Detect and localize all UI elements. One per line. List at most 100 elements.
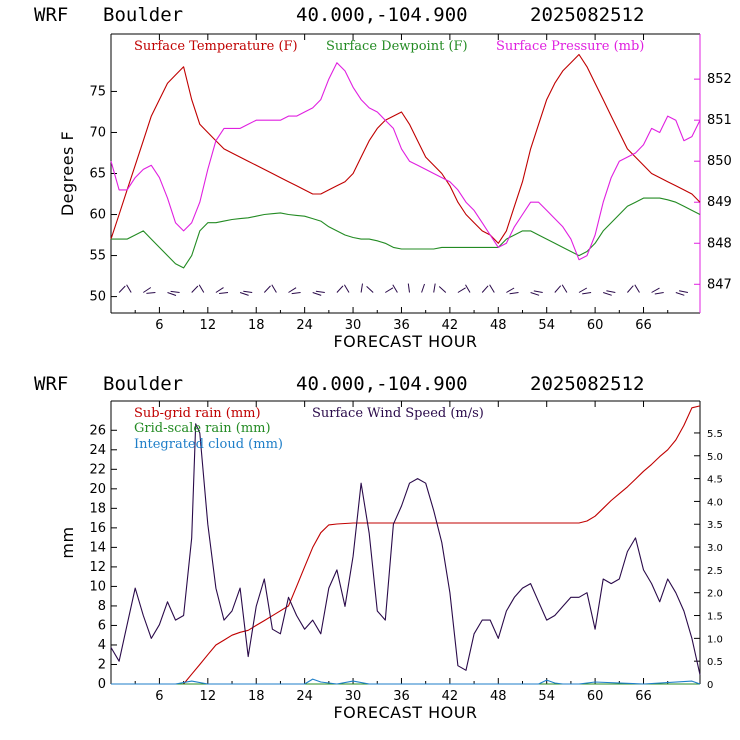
y2-tick-label: 0.5 bbox=[707, 657, 723, 668]
x-tick-label: 60 bbox=[587, 318, 604, 333]
wind-barb bbox=[675, 292, 685, 296]
y-tick-label: 55 bbox=[89, 249, 106, 264]
y-tick-label: 22 bbox=[89, 462, 106, 477]
panel-1-plot: 6 12 18 24 30 36 42 48 54 60 66 50 55 60 65 70 75 847 848 8… bbox=[58, 33, 732, 351]
wind-barb bbox=[126, 284, 132, 293]
panel-2-model: WRF bbox=[34, 373, 68, 395]
x-tick-label: 54 bbox=[538, 318, 555, 333]
wind-barb bbox=[578, 287, 588, 293]
y-tick-label: 10 bbox=[89, 579, 106, 594]
x-axis-label: FORECAST HOUR bbox=[333, 703, 477, 722]
wind-barb bbox=[239, 292, 249, 296]
x-tick-label: 6 bbox=[155, 689, 163, 704]
wind-barb bbox=[606, 290, 616, 293]
y2-tick-label: 1.0 bbox=[707, 634, 723, 645]
wind-barb bbox=[489, 284, 495, 293]
legend-entry: Surface Pressure (mb) bbox=[496, 39, 644, 54]
x-tick-label: 36 bbox=[393, 689, 410, 704]
x-tick-label: 30 bbox=[345, 318, 362, 333]
y-tick-label: 75 bbox=[89, 84, 106, 99]
x-axis-label: FORECAST HOUR bbox=[333, 332, 477, 351]
y-tick-label: 70 bbox=[89, 125, 106, 140]
y2-tick-label: 2.5 bbox=[707, 566, 723, 577]
y2-tick-label: 4.5 bbox=[707, 475, 723, 486]
x-tick-label: 48 bbox=[490, 689, 507, 704]
y2-tick-label: 850 bbox=[707, 154, 732, 169]
wind-barb bbox=[170, 290, 180, 293]
wind-barb bbox=[385, 287, 394, 293]
panel-2-header: WRF Boulder 40.000,-104.900 2025082512 bbox=[34, 373, 644, 395]
series-line-0 bbox=[110, 53, 701, 244]
panel-2-coords: 40.000,-104.900 bbox=[296, 373, 468, 395]
x-tick-label: 6 bbox=[155, 318, 163, 333]
y-tick-label: 14 bbox=[89, 540, 106, 555]
wind-barb bbox=[465, 284, 471, 293]
y-tick-label: 20 bbox=[89, 482, 106, 497]
x-tick-label: 18 bbox=[248, 689, 265, 704]
wind-barb bbox=[554, 285, 562, 293]
y2-tick-label: 0 bbox=[707, 680, 713, 691]
y2-tick-label: 4.0 bbox=[707, 497, 723, 508]
y2-tick-label: 1.5 bbox=[707, 612, 723, 623]
x-tick-label: 42 bbox=[442, 689, 459, 704]
panel-1-header: WRF Boulder 40.000,-104.900 2025082512 bbox=[34, 4, 644, 26]
wind-barb bbox=[146, 292, 156, 294]
wind-barb bbox=[533, 290, 543, 293]
x-tick-label: 60 bbox=[587, 689, 604, 704]
legend-entry: Grid-scale rain (mm) bbox=[134, 421, 271, 436]
legend-entry: Surface Wind Speed (m/s) bbox=[312, 406, 484, 421]
y2-tick-label: 3.0 bbox=[707, 543, 723, 554]
wind-barb bbox=[143, 287, 152, 293]
y-tick-label: 4 bbox=[98, 638, 106, 653]
wind-barb bbox=[366, 286, 374, 293]
panel-1-coords: 40.000,-104.900 bbox=[296, 4, 468, 26]
y-tick-label: 8 bbox=[98, 599, 106, 614]
y-tick-label: 16 bbox=[89, 521, 106, 536]
wind-barb bbox=[315, 290, 325, 293]
panel-2-plot: 6 12 18 24 30 36 42 48 54 60 660246810121416182022… bbox=[58, 400, 723, 722]
wind-barb bbox=[243, 290, 253, 293]
series-line-2 bbox=[110, 62, 701, 261]
wind-barb bbox=[509, 292, 519, 295]
x-tick-label: 12 bbox=[200, 318, 217, 333]
wind-barb bbox=[215, 287, 224, 293]
wind-barb bbox=[582, 292, 592, 295]
panel-1-model: WRF bbox=[34, 4, 68, 26]
wind-barb bbox=[603, 292, 612, 296]
y-tick-label: 0 bbox=[98, 677, 106, 692]
series-line-1 bbox=[111, 197, 701, 269]
x-tick-label: 42 bbox=[442, 318, 459, 333]
wind-barb bbox=[343, 284, 350, 293]
series-line-0 bbox=[111, 405, 701, 685]
x-tick-label: 24 bbox=[296, 689, 313, 704]
panel-2-init-time: 2025082512 bbox=[530, 373, 644, 395]
wind-barb bbox=[678, 290, 689, 293]
y-tick-label: 2 bbox=[98, 657, 106, 672]
wind-barb bbox=[421, 283, 425, 293]
x-tick-label: 36 bbox=[393, 318, 410, 333]
y-axis-label: mm bbox=[58, 526, 77, 558]
y2-tick-label: 3.5 bbox=[707, 520, 723, 531]
wind-barb bbox=[288, 287, 297, 293]
wind-barb bbox=[392, 284, 398, 293]
wind-barb bbox=[457, 287, 466, 293]
series-line-1 bbox=[110, 423, 701, 676]
x-tick-label: 66 bbox=[635, 318, 652, 333]
wind-barb bbox=[654, 292, 664, 295]
y-tick-label: 6 bbox=[98, 618, 106, 633]
legend-entry: Sub-grid rain (mm) bbox=[134, 406, 261, 421]
wind-barb bbox=[634, 284, 640, 293]
y-tick-label: 26 bbox=[89, 423, 106, 438]
y2-tick-label: 5.0 bbox=[707, 452, 723, 463]
y-axis-label: Degrees F bbox=[58, 131, 77, 216]
y-tick-label: 60 bbox=[89, 208, 106, 223]
wind-barb bbox=[271, 284, 277, 293]
panel-1-location: Boulder bbox=[103, 4, 183, 26]
legend-entry: Surface Temperature (F) bbox=[134, 39, 298, 54]
panel-1-init-time: 2025082512 bbox=[530, 4, 644, 26]
wind-barb bbox=[118, 285, 126, 293]
y-tick-label: 65 bbox=[89, 167, 106, 182]
y-tick-label: 24 bbox=[89, 443, 106, 458]
y2-tick-label: 2.0 bbox=[707, 589, 723, 600]
